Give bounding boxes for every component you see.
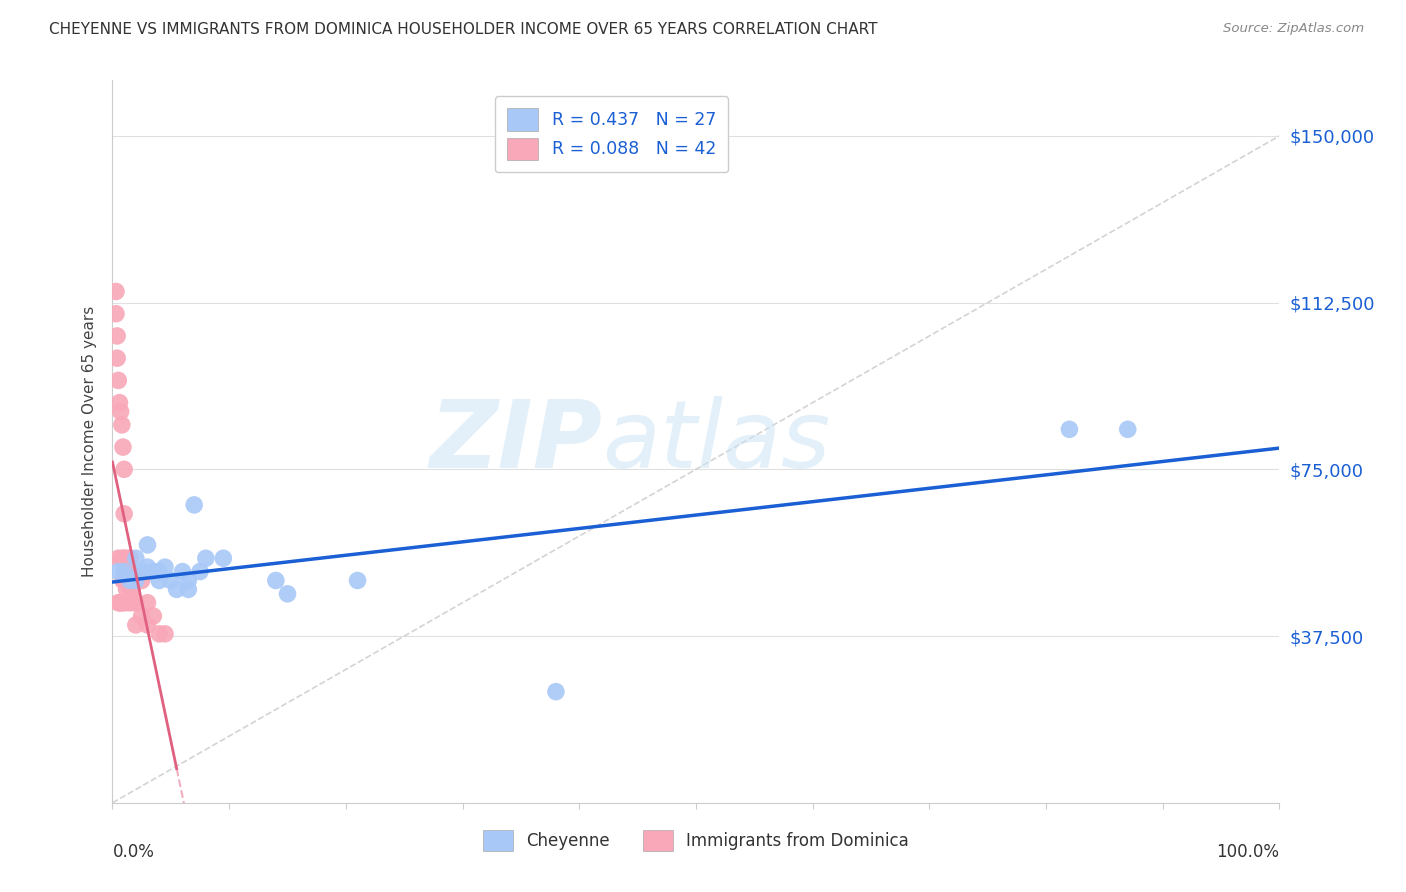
Text: Source: ZipAtlas.com: Source: ZipAtlas.com — [1223, 22, 1364, 36]
Point — [276, 587, 298, 601]
Point — [142, 565, 165, 579]
Point — [1059, 422, 1081, 436]
Point — [136, 596, 159, 610]
Point — [166, 582, 188, 597]
Point — [121, 582, 143, 597]
Point — [114, 565, 136, 579]
Point — [120, 565, 142, 579]
Point — [148, 627, 170, 641]
Point — [117, 596, 139, 610]
Point — [177, 574, 200, 588]
Point — [1116, 422, 1139, 436]
Text: 0.0%: 0.0% — [112, 843, 155, 861]
Point — [125, 574, 148, 588]
Point — [118, 565, 141, 579]
Point — [160, 574, 183, 588]
Point — [136, 618, 159, 632]
Text: atlas: atlas — [603, 396, 831, 487]
Point — [346, 574, 368, 588]
Point — [117, 574, 139, 588]
Point — [111, 551, 134, 566]
Point — [194, 551, 217, 566]
Point — [131, 574, 153, 588]
Point — [104, 285, 127, 299]
Point — [188, 565, 211, 579]
Point — [118, 574, 141, 588]
Point — [110, 596, 132, 610]
Point — [118, 582, 141, 597]
Point — [110, 404, 132, 418]
Point — [142, 609, 165, 624]
Point — [107, 551, 129, 566]
Point — [264, 574, 287, 588]
Point — [212, 551, 235, 566]
Point — [112, 507, 135, 521]
Point — [131, 565, 153, 579]
Point — [172, 565, 194, 579]
Point — [136, 538, 159, 552]
Point — [108, 596, 131, 610]
Point — [125, 596, 148, 610]
Point — [153, 627, 176, 641]
Point — [108, 395, 131, 409]
Point — [111, 417, 134, 432]
Point — [148, 565, 170, 579]
Point — [111, 596, 134, 610]
Point — [148, 574, 170, 588]
Point — [136, 560, 159, 574]
Legend: Cheyenne, Immigrants from Dominica: Cheyenne, Immigrants from Dominica — [474, 822, 918, 860]
Point — [153, 560, 176, 574]
Point — [112, 574, 135, 588]
Point — [112, 565, 135, 579]
Point — [544, 684, 567, 698]
Point — [115, 551, 138, 566]
Text: ZIP: ZIP — [430, 395, 603, 488]
Point — [111, 440, 134, 454]
Point — [104, 307, 127, 321]
Point — [112, 462, 135, 476]
Point — [118, 551, 141, 566]
Point — [120, 596, 142, 610]
Point — [131, 609, 153, 624]
Point — [107, 373, 129, 387]
Point — [125, 551, 148, 566]
Point — [125, 618, 148, 632]
Text: CHEYENNE VS IMMIGRANTS FROM DOMINICA HOUSEHOLDER INCOME OVER 65 YEARS CORRELATIO: CHEYENNE VS IMMIGRANTS FROM DOMINICA HOU… — [49, 22, 877, 37]
Point — [111, 574, 134, 588]
Point — [183, 498, 205, 512]
Point — [105, 351, 128, 366]
Point — [107, 596, 129, 610]
Y-axis label: Householder Income Over 65 years: Householder Income Over 65 years — [82, 306, 97, 577]
Point — [107, 565, 129, 579]
Point — [177, 582, 200, 597]
Text: 100.0%: 100.0% — [1216, 843, 1279, 861]
Point — [125, 574, 148, 588]
Point — [115, 582, 138, 597]
Point — [105, 329, 128, 343]
Point — [112, 596, 135, 610]
Point — [112, 551, 135, 566]
